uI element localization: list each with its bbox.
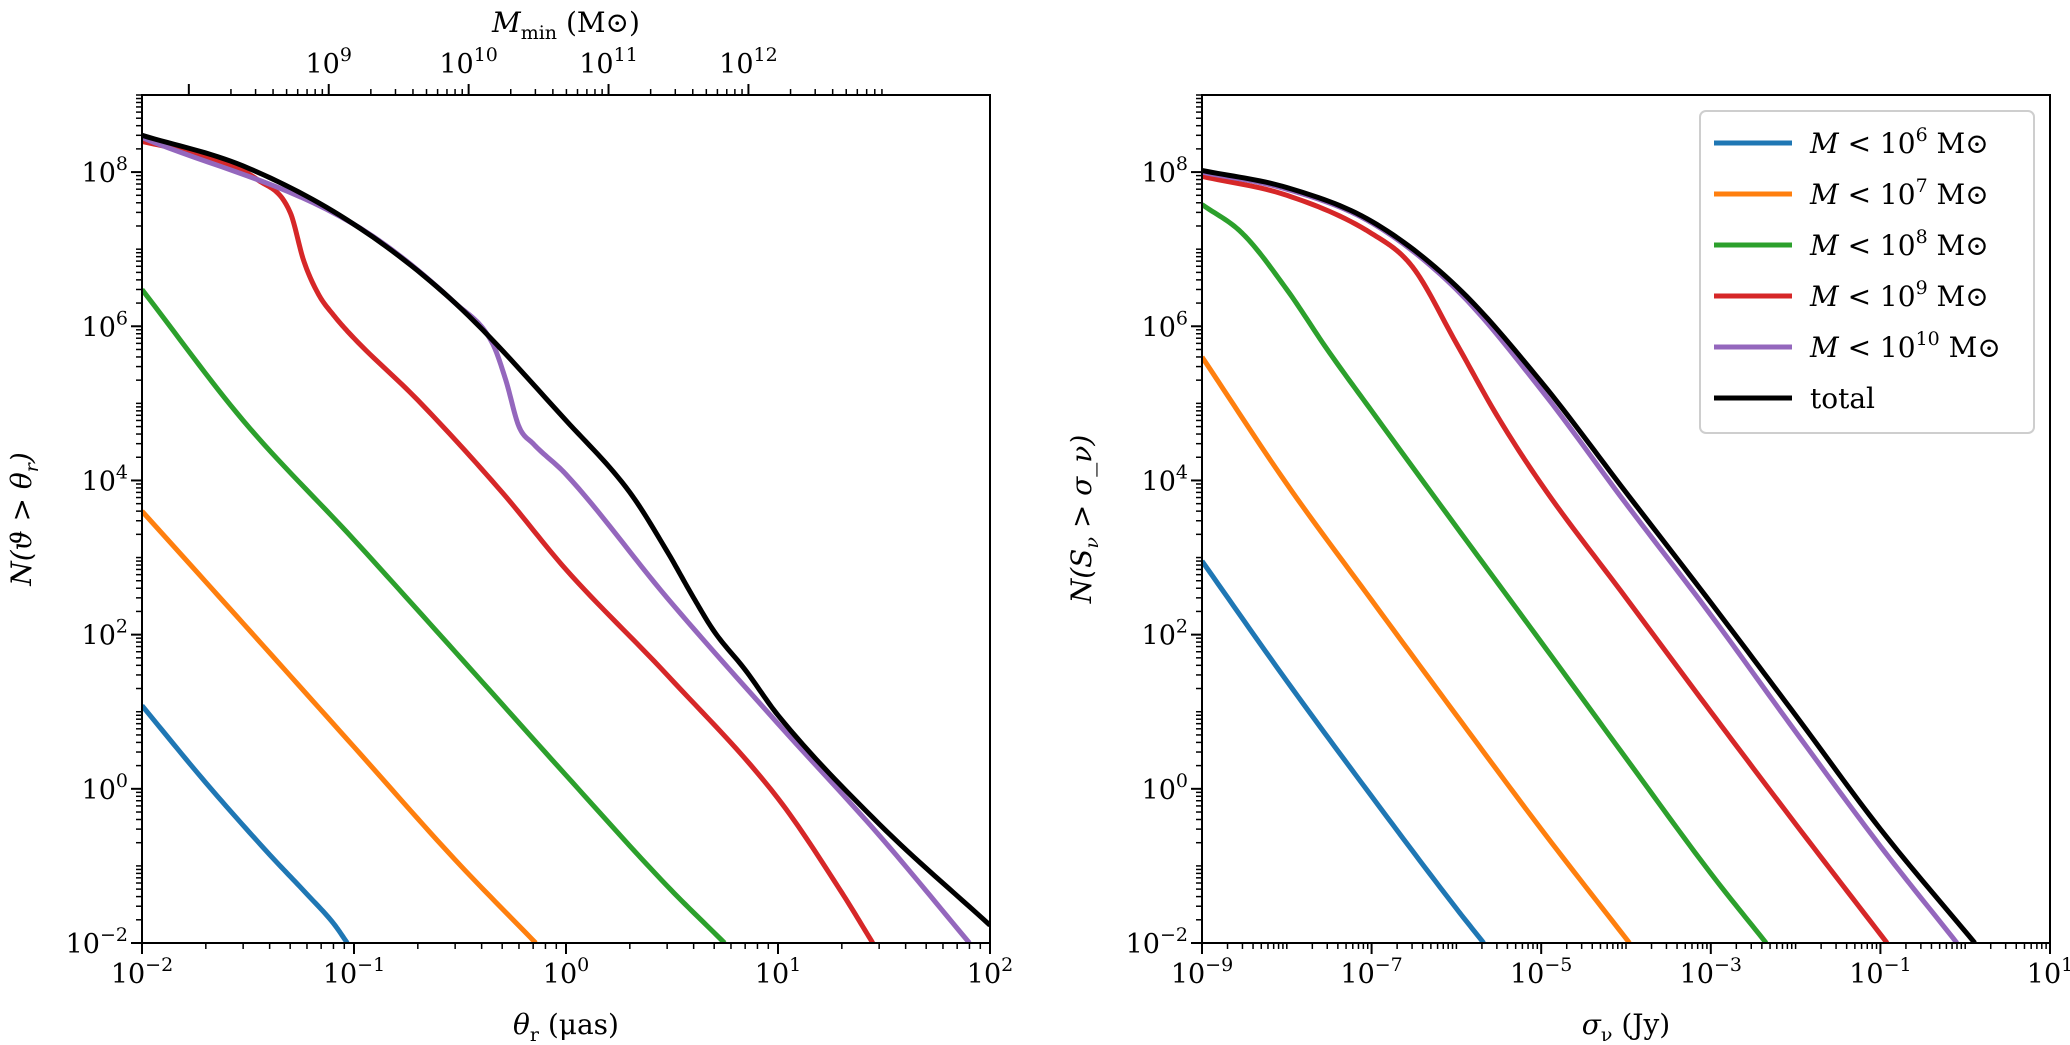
right-ticks [1191, 94, 2051, 954]
right-y-tick-label: 102 [1142, 616, 1188, 652]
right-y-axis-label: N(Sν > σ_ν) [1065, 435, 1103, 605]
right-legend-label: M < 108 M⊙ [1809, 226, 1989, 262]
left-ticks [131, 94, 991, 954]
right-series-group [1202, 168, 1977, 943]
right-x-tick-label: 10−3 [1680, 954, 1742, 990]
right-series-m-lt-1e6 [1202, 559, 1486, 943]
left-y-tick-label: 10−2 [66, 924, 128, 960]
left-y-tick-label: 102 [82, 616, 128, 652]
left-top-tick-label: 1011 [579, 44, 638, 80]
left-x-tick-label: 10−1 [323, 954, 385, 990]
right-x-tick-label: 10−7 [1340, 954, 1402, 990]
left-top-tick-label: 109 [306, 44, 352, 80]
left-top-tick-label: 1010 [439, 44, 498, 80]
right-legend-label: M < 1010 M⊙ [1809, 328, 2001, 364]
left-y-tick-label: 106 [82, 307, 128, 343]
left-y-axis-label: N(ϑ > θr) [5, 452, 43, 587]
left-y-tick-label: 100 [82, 770, 128, 806]
left-y-tick-label: 104 [82, 461, 128, 497]
left-series-total [142, 132, 990, 928]
right-x-tick-label: 101 [2027, 954, 2070, 990]
left-series-m-lt-1e8 [142, 287, 727, 943]
right-legend-label: M < 109 M⊙ [1809, 277, 1989, 313]
left-x-tick-label: 100 [543, 954, 589, 990]
left-panel: 10−2 10−1 100 101 102 10−2 100 102 104 106 108 θr (… [5, 6, 1013, 1045]
right-legend-label: M < 106 M⊙ [1809, 124, 1989, 160]
left-x-tick-label: 101 [755, 954, 801, 990]
left-series-m-lt-1e10 [142, 135, 972, 943]
right-series-total [1202, 168, 1977, 943]
right-legend-label: M < 107 M⊙ [1809, 175, 1989, 211]
right-legend: M < 106 M⊙ M < 107 M⊙ M < 108 M⊙ M < 109 M⊙… [1699, 110, 2035, 434]
left-x-axis-label: θr (μas) [513, 1008, 619, 1045]
left-y-tick-label: 108 [82, 153, 128, 189]
right-series-m-lt-1e9 [1202, 173, 1890, 943]
left-top-axis [187, 84, 883, 95]
left-series-group [142, 132, 990, 943]
left-x-tick-label: 10−2 [111, 954, 173, 990]
right-y-tick-label: 10−2 [1126, 924, 1188, 960]
left-series-m-lt-1e6 [142, 704, 350, 943]
right-series-m-lt-1e7 [1202, 355, 1632, 943]
right-x-tick-label: 10−9 [1171, 954, 1233, 990]
right-x-tick-label: 10−1 [1849, 954, 1911, 990]
right-series-m-lt-1e8 [1202, 202, 1769, 943]
left-series-m-lt-1e9 [142, 138, 875, 943]
right-x-tick-label: 10−5 [1510, 954, 1572, 990]
left-top-axis-label: Mmin (M⊙) [491, 6, 640, 44]
right-legend-label: total [1810, 382, 1875, 415]
right-x-axis-label: σν (Jy) [1582, 1008, 1670, 1045]
right-y-tick-label: 100 [1142, 770, 1188, 806]
left-series-m-lt-1e7 [142, 509, 538, 943]
left-top-tick-label: 1012 [719, 44, 778, 80]
right-y-tick-label: 108 [1142, 153, 1188, 189]
left-x-tick-label: 102 [967, 954, 1013, 990]
right-panel: 10−9 10−7 10−5 10−3 10−1 101 10−2 100 102 104 106 1… [1065, 94, 2070, 1045]
right-y-tick-label: 106 [1142, 307, 1188, 343]
right-y-tick-label: 104 [1142, 461, 1188, 497]
